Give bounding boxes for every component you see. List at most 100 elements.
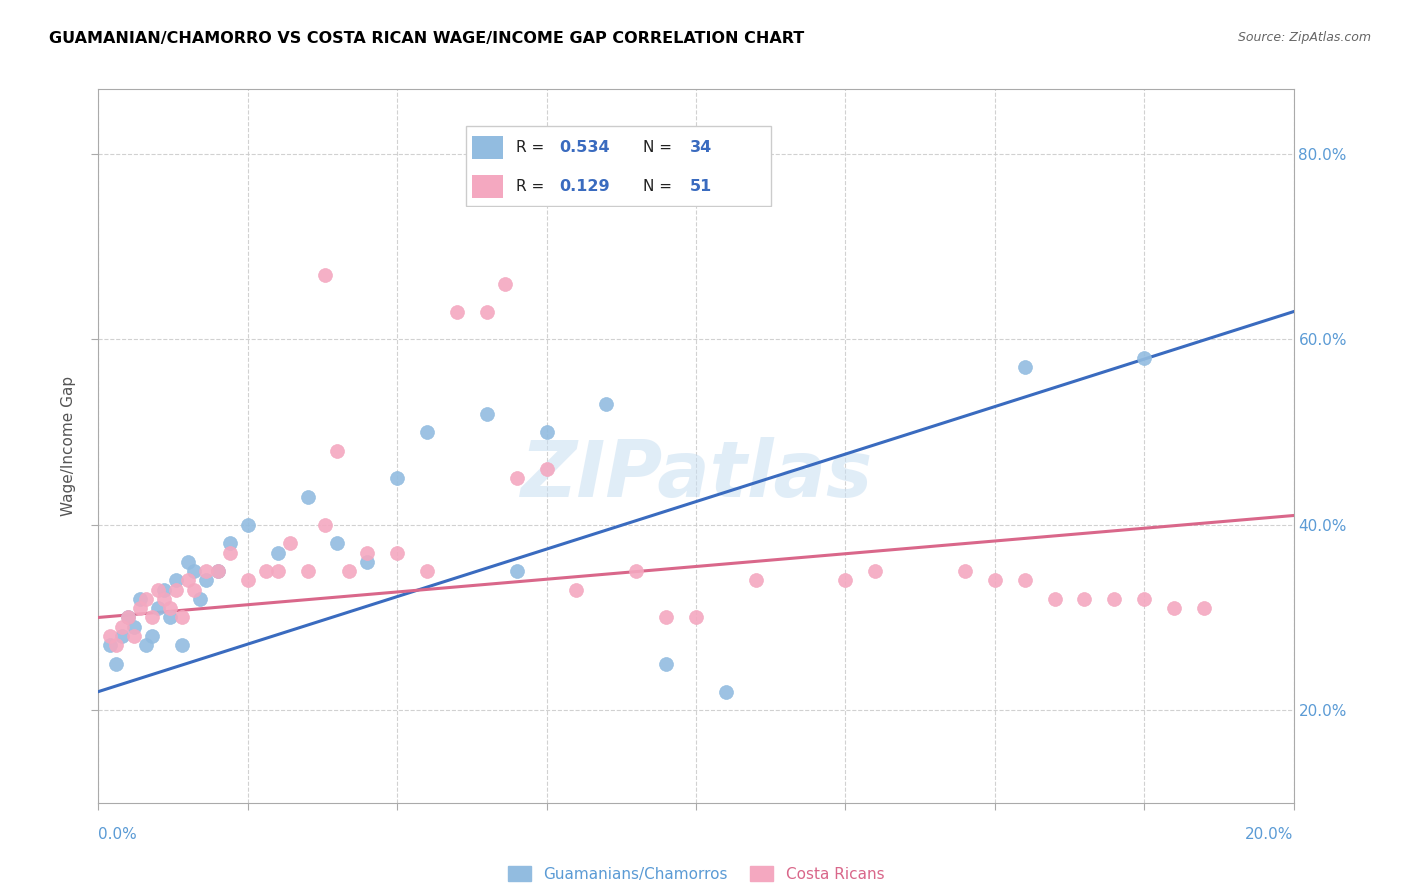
- Point: [141, 610, 163, 624]
- Point: [536, 425, 558, 439]
- Point: [219, 545, 242, 559]
- Point: [863, 564, 887, 578]
- Point: [183, 582, 205, 597]
- Text: 0.129: 0.129: [560, 179, 610, 194]
- FancyBboxPatch shape: [472, 136, 503, 160]
- Text: 20.0%: 20.0%: [1246, 827, 1294, 841]
- Point: [953, 564, 976, 578]
- Point: [1102, 591, 1125, 606]
- Point: [153, 582, 176, 597]
- Text: Source: ZipAtlas.com: Source: ZipAtlas.com: [1237, 31, 1371, 45]
- Point: [565, 582, 588, 597]
- Point: [385, 545, 409, 559]
- Point: [105, 657, 128, 671]
- FancyBboxPatch shape: [465, 126, 770, 206]
- Point: [135, 591, 157, 606]
- Text: GUAMANIAN/CHAMORRO VS COSTA RICAN WAGE/INCOME GAP CORRELATION CHART: GUAMANIAN/CHAMORRO VS COSTA RICAN WAGE/I…: [49, 31, 804, 46]
- Point: [834, 574, 856, 588]
- Point: [172, 610, 194, 624]
- Point: [1133, 591, 1156, 606]
- Point: [236, 574, 259, 588]
- Point: [314, 517, 337, 532]
- Point: [153, 591, 176, 606]
- Point: [475, 407, 498, 421]
- Point: [446, 304, 468, 318]
- Point: [297, 564, 319, 578]
- Point: [1163, 601, 1185, 615]
- Point: [385, 471, 409, 485]
- Point: [714, 684, 737, 698]
- Point: [685, 610, 707, 624]
- Point: [183, 564, 205, 578]
- Text: 34: 34: [690, 140, 711, 155]
- Point: [984, 574, 1007, 588]
- Point: [1014, 360, 1036, 375]
- Point: [236, 517, 259, 532]
- Point: [159, 601, 181, 615]
- Text: 51: 51: [690, 179, 711, 194]
- Point: [165, 574, 187, 588]
- Point: [129, 591, 152, 606]
- Point: [207, 564, 229, 578]
- Point: [494, 277, 516, 291]
- Point: [148, 582, 170, 597]
- Point: [111, 620, 134, 634]
- Text: N =: N =: [643, 140, 678, 155]
- Point: [100, 629, 122, 643]
- Point: [159, 610, 181, 624]
- Point: [416, 425, 439, 439]
- Point: [177, 574, 200, 588]
- Text: R =: R =: [516, 140, 548, 155]
- Point: [117, 610, 139, 624]
- Point: [1043, 591, 1066, 606]
- Text: R =: R =: [516, 179, 554, 194]
- Point: [655, 610, 678, 624]
- Point: [1192, 601, 1215, 615]
- Point: [165, 582, 187, 597]
- Point: [195, 574, 218, 588]
- Text: N =: N =: [643, 179, 678, 194]
- Point: [124, 629, 146, 643]
- Point: [105, 638, 128, 652]
- Point: [129, 601, 152, 615]
- Point: [111, 629, 134, 643]
- Point: [1014, 574, 1036, 588]
- Legend: Guamanians/Chamorros, Costa Ricans: Guamanians/Chamorros, Costa Ricans: [502, 860, 890, 888]
- Point: [506, 564, 529, 578]
- Point: [416, 564, 439, 578]
- Y-axis label: Wage/Income Gap: Wage/Income Gap: [60, 376, 76, 516]
- Point: [655, 657, 678, 671]
- Point: [141, 629, 163, 643]
- Point: [595, 397, 617, 411]
- Point: [326, 443, 349, 458]
- Point: [626, 564, 648, 578]
- Point: [475, 304, 498, 318]
- Point: [1133, 351, 1156, 365]
- Point: [745, 574, 768, 588]
- Point: [172, 638, 194, 652]
- Point: [267, 564, 290, 578]
- Point: [314, 268, 337, 282]
- Point: [339, 564, 360, 578]
- Point: [219, 536, 242, 550]
- Point: [195, 564, 218, 578]
- Point: [356, 545, 378, 559]
- Point: [177, 555, 200, 569]
- Point: [135, 638, 157, 652]
- Point: [267, 545, 290, 559]
- Point: [278, 536, 301, 550]
- Point: [506, 471, 529, 485]
- Text: ZIPatlas: ZIPatlas: [520, 436, 872, 513]
- Point: [326, 536, 349, 550]
- Point: [254, 564, 277, 578]
- Text: 0.534: 0.534: [560, 140, 610, 155]
- Point: [207, 564, 229, 578]
- Point: [1073, 591, 1095, 606]
- FancyBboxPatch shape: [472, 175, 503, 198]
- Point: [100, 638, 122, 652]
- Point: [188, 591, 211, 606]
- Point: [536, 462, 558, 476]
- Point: [356, 555, 378, 569]
- Point: [124, 620, 146, 634]
- Text: 0.0%: 0.0%: [98, 827, 138, 841]
